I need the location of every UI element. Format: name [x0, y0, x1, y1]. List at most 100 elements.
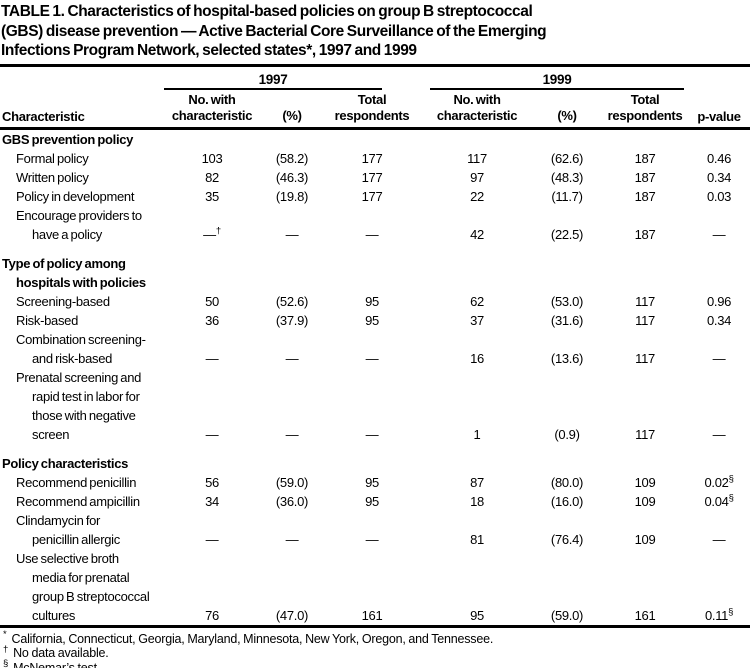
data-cell	[602, 244, 688, 273]
data-cell: 187	[634, 150, 656, 166]
title-rule	[0, 63, 750, 67]
data-cell: —	[712, 531, 726, 547]
data-cell: 109	[634, 493, 656, 509]
data-cell: —	[365, 531, 379, 547]
data-cell	[422, 368, 532, 387]
row-label: Policy characteristics	[2, 455, 129, 471]
table-body: GBS prevention policy Formal policy 103 (58…	[0, 128, 750, 625]
data-cell	[602, 128, 688, 149]
data-cell: 0.03	[706, 188, 732, 204]
year-label-1997: 1997	[164, 72, 383, 90]
data-cell	[162, 568, 262, 587]
data-cell	[532, 444, 602, 473]
data-cell	[422, 511, 532, 530]
data-cell: —	[712, 426, 726, 442]
data-cell	[162, 244, 262, 273]
data-cell: 109	[634, 474, 656, 490]
data-cell	[162, 406, 262, 425]
row-label: rapid test in labor for	[32, 388, 140, 404]
column-header-1997-no-with-characteristic: No. with characteristic	[162, 89, 262, 130]
data-cell: 97	[470, 169, 484, 185]
data-cell: —	[365, 350, 379, 366]
characteristics-table: 1997 1999 Characteristic No. with charac…	[0, 67, 750, 625]
data-cell	[422, 273, 532, 292]
row-label: Use selective broth	[16, 550, 119, 566]
table-row: media for prenatal	[0, 568, 750, 587]
data-cell: (0.9)	[554, 426, 580, 442]
data-cell: (16.0)	[550, 493, 584, 509]
data-cell	[602, 406, 688, 425]
footnote-marker: †	[215, 225, 221, 237]
data-cell: 95	[470, 607, 484, 623]
table-row: Prenatal screening and	[0, 368, 750, 387]
table-row: GBS prevention policy	[0, 128, 750, 149]
data-cell: (59.0)	[275, 474, 309, 490]
data-cell	[262, 406, 322, 425]
data-cell	[602, 549, 688, 568]
data-cell	[162, 330, 262, 349]
data-cell	[602, 444, 688, 473]
data-cell: 0.46	[706, 150, 732, 166]
data-cell: 103	[201, 150, 223, 166]
data-cell	[688, 406, 750, 425]
data-cell	[688, 273, 750, 292]
table-title-line-1: TABLE 1. Characteristics of hospital-bas…	[1, 3, 533, 20]
data-cell	[262, 511, 322, 530]
data-cell: —	[365, 426, 379, 442]
data-cell	[532, 244, 602, 273]
table-row: screen — — — 1 (0.9) 117 —	[0, 425, 750, 444]
data-cell: 18	[470, 493, 484, 509]
row-label: Formal policy	[16, 150, 89, 166]
data-cell: 187	[634, 188, 656, 204]
table-row: Written policy 82 (46.3) 177 97 (48.3) 187 0.34	[0, 168, 750, 187]
data-cell	[532, 368, 602, 387]
data-cell: 109	[634, 531, 656, 547]
data-cell	[688, 511, 750, 530]
data-cell: 161	[361, 607, 383, 623]
data-cell	[688, 128, 750, 149]
data-cell	[322, 330, 422, 349]
data-cell	[532, 206, 602, 225]
row-label: Written policy	[16, 169, 89, 185]
table-row: Policy characteristics	[0, 444, 750, 473]
data-cell	[322, 387, 422, 406]
data-cell: 0.04§	[704, 492, 734, 509]
data-cell	[262, 244, 322, 273]
data-cell	[162, 128, 262, 149]
data-cell: —	[205, 531, 219, 547]
table-row: Clindamycin for	[0, 511, 750, 530]
table-row: Risk-based 36 (37.9) 95 37 (31.6) 117 0.34	[0, 311, 750, 330]
data-cell	[602, 368, 688, 387]
table-row: hospitals with policies	[0, 273, 750, 292]
data-cell: —	[712, 226, 726, 242]
data-cell	[322, 206, 422, 225]
data-cell	[532, 568, 602, 587]
data-cell	[162, 387, 262, 406]
column-header-characteristic: Characteristic	[0, 89, 162, 130]
footnote-mcnemar: § McNemar’s test.	[3, 658, 101, 668]
data-cell	[322, 244, 422, 273]
footnote-no-data: † No data available.	[3, 643, 109, 660]
data-cell: (48.3)	[550, 169, 584, 185]
data-cell	[688, 549, 750, 568]
data-cell: 62	[470, 293, 484, 309]
footnote-states: * California, Connecticut, Georgia, Maryl…	[3, 629, 494, 646]
table-row: Policy in development 35 (19.8) 177 22 (11.7)…	[0, 187, 750, 206]
table-row: Recommend penicillin 56 (59.0) 95 87 (80.0) 10…	[0, 473, 750, 492]
data-cell	[322, 128, 422, 149]
data-cell: —	[285, 350, 299, 366]
footnote-marker: §	[728, 606, 734, 618]
table-row: Recommend ampicillin 34 (36.0) 95 18 (16.0) 10…	[0, 492, 750, 511]
table-row: rapid test in labor for	[0, 387, 750, 406]
data-cell	[262, 206, 322, 225]
data-cell	[262, 444, 322, 473]
year-header-spacer-right	[688, 67, 750, 90]
data-cell	[602, 273, 688, 292]
data-cell	[688, 568, 750, 587]
data-cell: 117	[467, 150, 487, 166]
data-cell	[322, 368, 422, 387]
data-cell	[262, 128, 322, 149]
data-cell	[162, 549, 262, 568]
row-label: GBS prevention policy	[2, 131, 134, 147]
data-cell	[322, 511, 422, 530]
